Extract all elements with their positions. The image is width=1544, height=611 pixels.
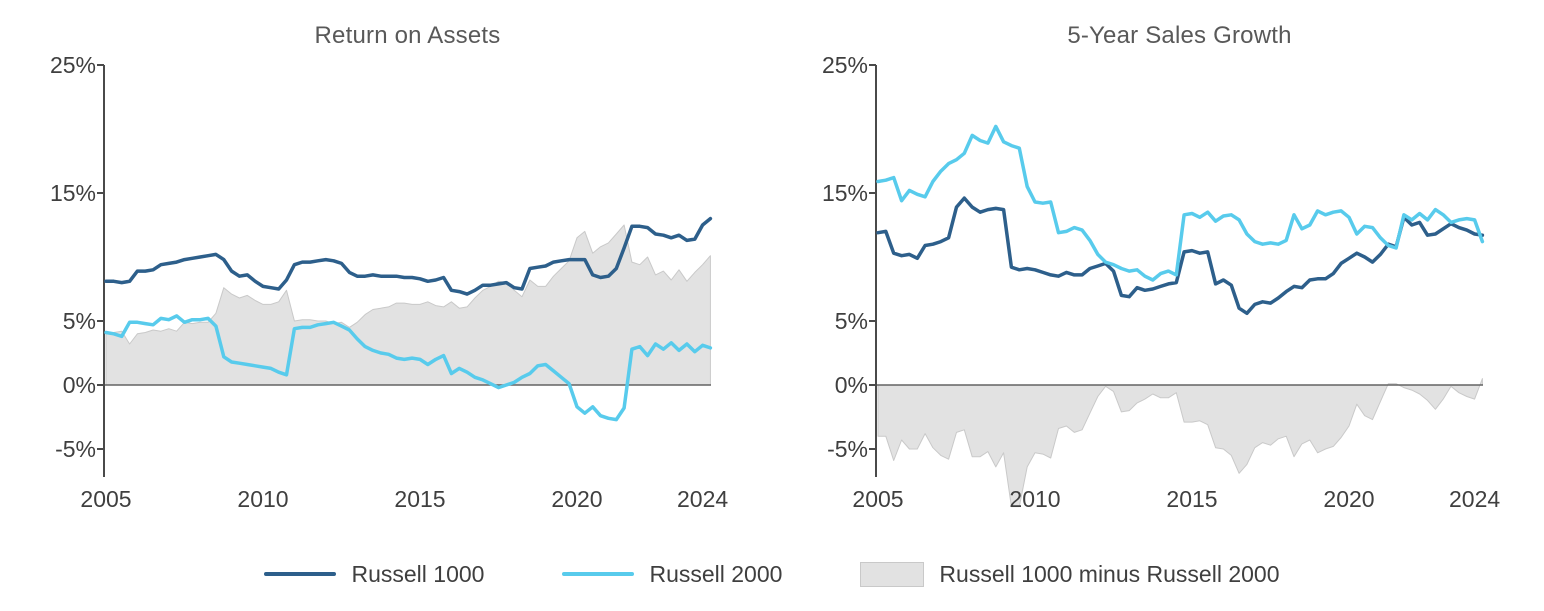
x-tick-label: 2010 [1009, 486, 1060, 512]
legend-label: Russell 1000 [351, 560, 485, 587]
y-tick-label: 15% [50, 180, 96, 206]
chart-return-on-assets: Return on Assets 25% 15% 5% 0% -5% 2005 2010 20… [0, 0, 772, 540]
legend-label: Russell 2000 [649, 560, 783, 587]
x-tick-label: 2010 [237, 486, 288, 512]
russell-2000-line [876, 124, 1485, 282]
y-tick-label: 0% [835, 372, 868, 398]
chart-svg-1: 25% 15% 5% 0% -5% 2005 2010 2015 2020 2024 [822, 52, 1500, 512]
y-tick-label: 0% [63, 372, 96, 398]
x-tick-label: 2015 [394, 486, 445, 512]
legend: Russell 1000 Russell 2000 Russell 1000 m… [0, 552, 1544, 596]
y-tick-label: -5% [827, 436, 868, 462]
difference-area [105, 224, 711, 386]
y-tick-label: 15% [822, 180, 868, 206]
legend-item-difference: Russell 1000 minus Russell 2000 [860, 560, 1280, 588]
russell-2000-line-swatch [562, 572, 635, 576]
chart-title: Return on Assets [314, 22, 501, 49]
russell-1000-line-swatch [264, 572, 337, 576]
y-tick-label: -5% [55, 436, 96, 462]
russell-1000-line [876, 196, 1485, 316]
difference-area-swatch [860, 561, 925, 587]
y-tick-label: 25% [822, 52, 868, 78]
russell-2000-line [104, 314, 713, 422]
chart-svg-0: 25% 15% 5% 0% -5% 2005 2010 2015 2020 2024 [50, 52, 728, 512]
x-tick-label: 2024 [677, 486, 728, 512]
x-tick-label: 2015 [1166, 486, 1217, 512]
russell-1000-line [104, 216, 713, 296]
x-tick-label: 2005 [80, 486, 131, 512]
y-tick-label: 5% [835, 308, 868, 334]
legend-item-russell-2000: Russell 2000 [562, 561, 782, 588]
legend-item-russell-1000: Russell 1000 [264, 561, 484, 588]
y-tick-label: 5% [63, 308, 96, 334]
y-tick-label: 25% [50, 52, 96, 78]
x-tick-label: 2020 [1323, 486, 1374, 512]
chart-5-year-sales-growth: 5-Year Sales Growth 25% 15% 5% 0% -5% 2005 201… [772, 0, 1544, 540]
x-tick-label: 2024 [1449, 486, 1500, 512]
legend-label: Russell 1000 minus Russell 2000 [939, 560, 1280, 587]
difference-area [877, 378, 1483, 508]
x-tick-label: 2020 [551, 486, 602, 512]
x-tick-label: 2005 [852, 486, 903, 512]
chart-title: 5-Year Sales Growth [1067, 22, 1292, 49]
